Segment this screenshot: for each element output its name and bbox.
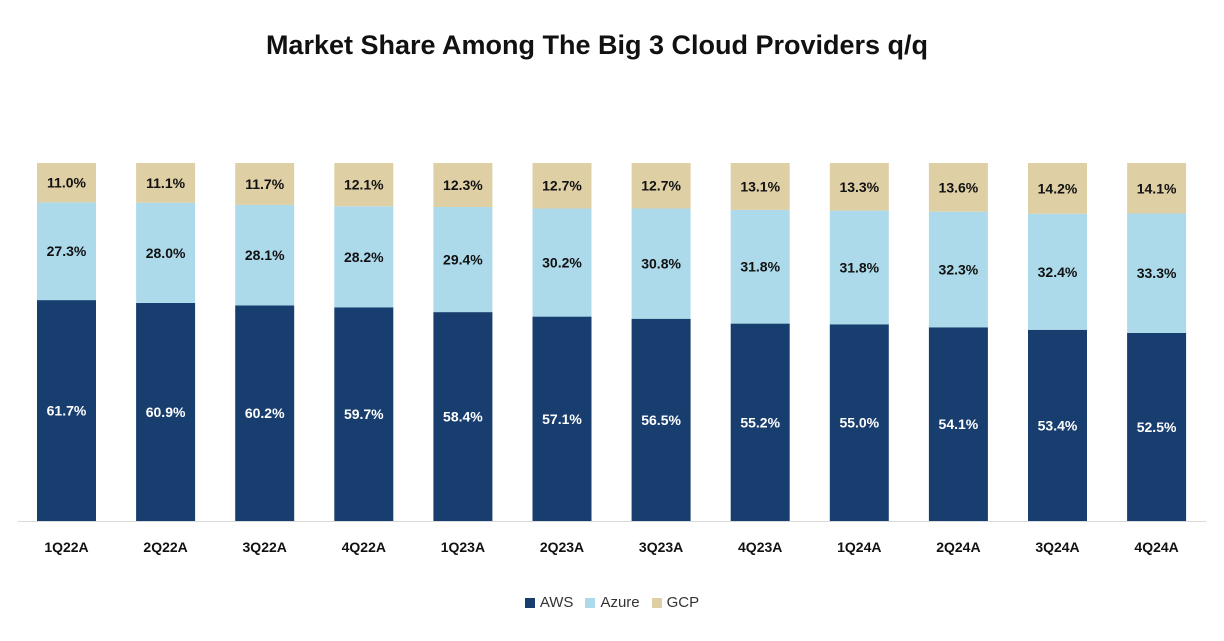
- data-label-gcp-4Q22A: 12.1%: [344, 177, 384, 193]
- data-label-azure-2Q23A: 30.2%: [542, 255, 582, 271]
- data-label-aws-4Q22A: 59.7%: [344, 406, 384, 422]
- data-label-gcp-4Q24A: 14.1%: [1137, 180, 1177, 196]
- bar-aws-1Q23A: [433, 312, 493, 521]
- data-label-gcp-2Q23A: 12.7%: [542, 178, 582, 194]
- bar-azure-3Q24A: [1028, 213, 1087, 330]
- data-label-gcp-4Q23A: 13.1%: [740, 178, 780, 194]
- legend-swatch-gcp: [651, 597, 662, 608]
- data-label-azure-4Q23A: 31.8%: [740, 259, 780, 275]
- legend-label-aws: AWS: [539, 594, 574, 611]
- data-label-gcp-2Q24A: 13.6%: [939, 179, 979, 195]
- bar-gcp-4Q24A: [1127, 163, 1187, 214]
- data-label-gcp-3Q24A: 14.2%: [1038, 180, 1078, 196]
- bar-gcp-2Q24A: [928, 163, 988, 212]
- bar-gcp-2Q22A: [136, 163, 196, 203]
- bar-azure-1Q22A: [37, 202, 96, 301]
- legend-item-aws: AWS: [524, 594, 574, 611]
- bar-azure-3Q23A: [631, 208, 691, 319]
- data-label-aws-2Q23A: 57.1%: [542, 411, 582, 427]
- x-tick-label: 2Q23A: [540, 539, 584, 555]
- data-label-aws-4Q24A: 52.5%: [1137, 419, 1177, 435]
- bar-aws-4Q24A: [1127, 332, 1187, 521]
- data-label-gcp-1Q24A: 13.3%: [839, 179, 879, 195]
- bar-gcp-3Q24A: [1028, 163, 1087, 214]
- bar-gcp-4Q22A: [334, 163, 394, 207]
- x-tick-label: 4Q23A: [738, 539, 782, 555]
- bar-azure-2Q24A: [928, 211, 988, 328]
- bar-aws-1Q24A: [829, 324, 889, 521]
- x-tick-label: 3Q24A: [1035, 539, 1079, 555]
- bar-gcp-1Q23A: [433, 163, 493, 207]
- data-label-aws-2Q22A: 60.9%: [146, 404, 186, 420]
- bar-gcp-1Q24A: [829, 163, 889, 211]
- chart-legend: AWS Azure GCP: [0, 594, 1224, 611]
- bar-azure-4Q22A: [334, 206, 394, 308]
- bar-azure-1Q23A: [433, 207, 493, 313]
- data-label-aws-1Q24A: 55.0%: [839, 415, 879, 431]
- bar-gcp-2Q23A: [532, 163, 592, 209]
- bar-aws-3Q24A: [1028, 329, 1087, 521]
- bar-aws-3Q22A: [235, 305, 295, 521]
- x-tick-label: 1Q23A: [441, 539, 485, 555]
- bar-aws-4Q22A: [334, 307, 394, 521]
- data-label-aws-2Q24A: 54.1%: [939, 416, 979, 432]
- data-label-aws-1Q22A: 61.7%: [47, 403, 87, 419]
- legend-item-gcp: GCP: [651, 594, 700, 611]
- bar-azure-2Q23A: [532, 208, 592, 317]
- legend-label-gcp: GCP: [666, 594, 700, 611]
- bar-azure-2Q22A: [136, 202, 196, 303]
- legend-item-azure: Azure: [585, 594, 640, 611]
- data-label-azure-3Q24A: 32.4%: [1038, 264, 1078, 280]
- bar-gcp-3Q22A: [235, 163, 295, 205]
- data-label-aws-3Q22A: 60.2%: [245, 405, 285, 421]
- x-tick-label: 4Q22A: [342, 539, 386, 555]
- legend-label-azure: Azure: [600, 594, 640, 611]
- data-label-gcp-3Q22A: 11.7%: [245, 176, 284, 192]
- data-label-azure-1Q24A: 31.8%: [839, 259, 879, 275]
- x-tick-label: 1Q22A: [44, 539, 88, 555]
- bar-aws-2Q22A: [136, 303, 196, 521]
- data-label-aws-4Q23A: 55.2%: [740, 414, 780, 430]
- bar-aws-4Q23A: [730, 323, 790, 521]
- bar-aws-2Q24A: [928, 327, 988, 521]
- x-tick-label: 3Q23A: [639, 539, 683, 555]
- data-label-azure-3Q23A: 30.8%: [641, 256, 681, 272]
- data-label-gcp-1Q22A: 11.0%: [47, 175, 86, 191]
- data-label-azure-1Q22A: 27.3%: [47, 243, 87, 259]
- bar-aws-3Q23A: [631, 318, 691, 521]
- bar-azure-4Q24A: [1127, 213, 1187, 333]
- x-tick-label: 1Q24A: [837, 539, 881, 555]
- legend-swatch-aws: [524, 597, 535, 608]
- legend-swatch-azure: [585, 597, 596, 608]
- data-label-aws-1Q23A: 58.4%: [443, 409, 483, 425]
- data-label-azure-3Q22A: 28.1%: [245, 247, 285, 263]
- data-label-azure-4Q22A: 28.2%: [344, 249, 384, 265]
- data-label-gcp-1Q23A: 12.3%: [443, 177, 483, 193]
- bar-gcp-4Q23A: [730, 163, 790, 210]
- x-tick-label: 4Q24A: [1134, 539, 1178, 555]
- data-label-azure-2Q24A: 32.3%: [939, 262, 979, 278]
- bar-azure-4Q23A: [730, 209, 790, 324]
- x-tick-label: 2Q24A: [936, 539, 980, 555]
- bar-aws-1Q22A: [37, 300, 96, 521]
- bar-aws-2Q23A: [532, 316, 592, 521]
- data-label-azure-1Q23A: 29.4%: [443, 252, 483, 268]
- bar-azure-3Q22A: [235, 204, 295, 306]
- bar-azure-1Q24A: [829, 210, 889, 325]
- bar-gcp-1Q22A: [37, 163, 96, 203]
- chart-title: Market Share Among The Big 3 Cloud Provi…: [265, 30, 929, 60]
- data-label-aws-3Q23A: 56.5%: [641, 412, 681, 428]
- data-label-aws-3Q24A: 53.4%: [1038, 417, 1078, 433]
- x-tick-label: 2Q22A: [143, 539, 187, 555]
- bar-gcp-3Q23A: [631, 163, 691, 209]
- data-label-gcp-3Q23A: 12.7%: [641, 178, 681, 194]
- data-label-gcp-2Q22A: 11.1%: [146, 175, 185, 191]
- data-label-azure-4Q24A: 33.3%: [1137, 265, 1177, 281]
- data-label-azure-2Q22A: 28.0%: [146, 245, 186, 261]
- x-tick-label: 3Q22A: [243, 539, 287, 555]
